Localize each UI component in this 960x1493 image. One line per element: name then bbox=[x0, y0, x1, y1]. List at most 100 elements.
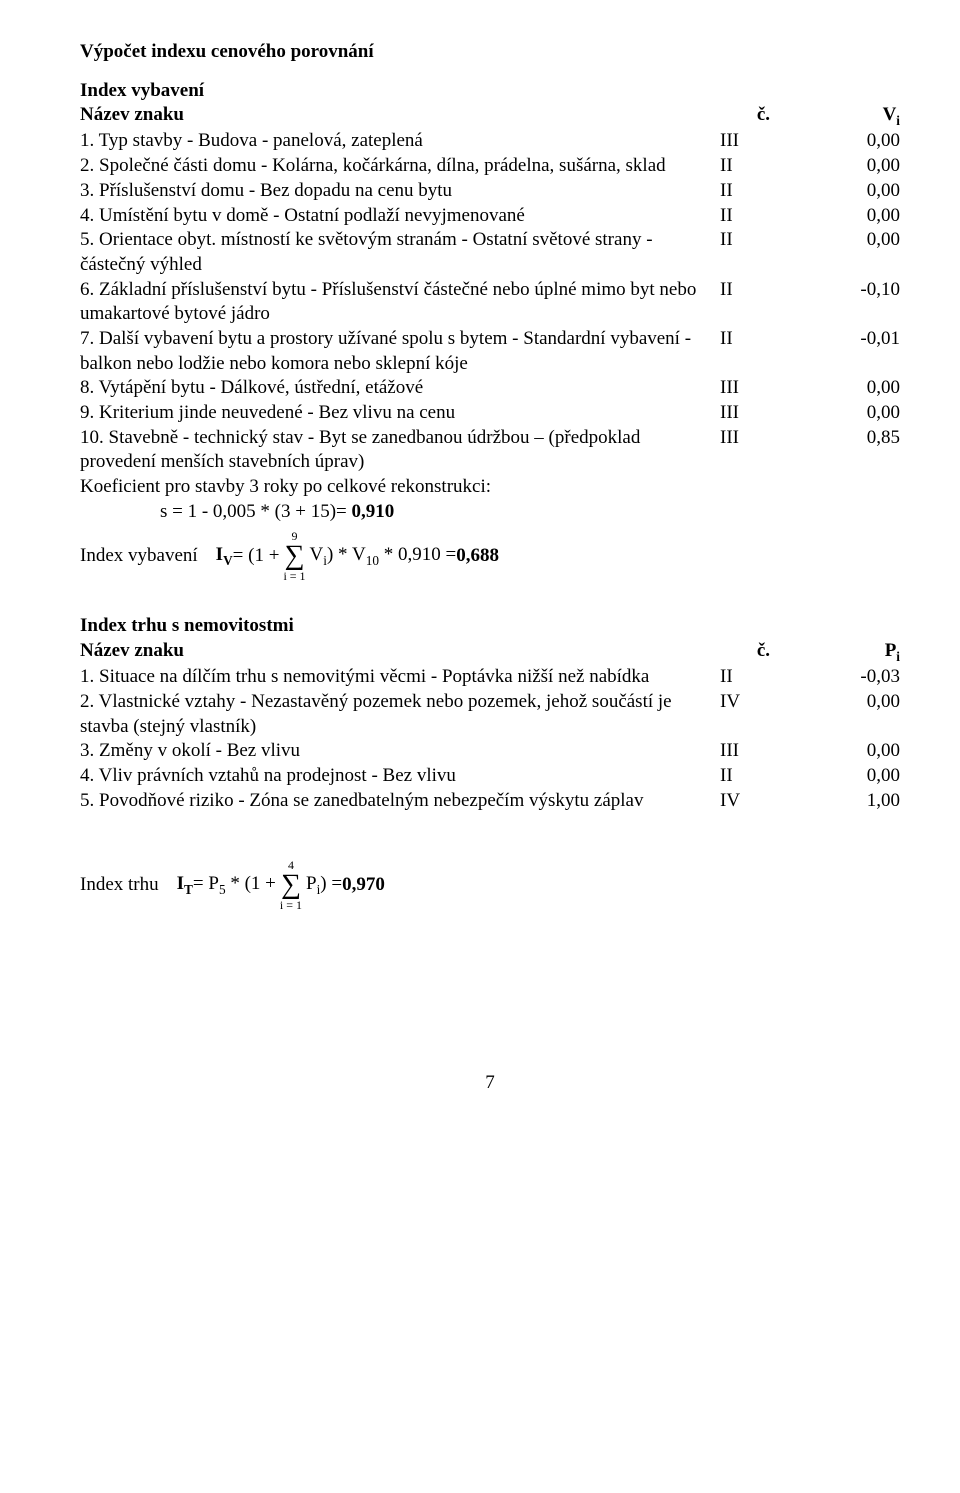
row-text: 4. Vliv právních vztahů na prodejnost - … bbox=[80, 764, 720, 789]
table-row: 7. Další vybavení bytu a prostory užívan… bbox=[80, 327, 900, 376]
sigma-1: 9 ∑ i = 1 bbox=[283, 530, 305, 582]
table-row: 9. Kriterium jinde neuvedené - Bez vlivu… bbox=[80, 401, 900, 426]
section2-heading: Index trhu s nemovitostmi bbox=[80, 614, 900, 639]
table-row: 2. Vlastnické vztahy - Nezastavěný pozem… bbox=[80, 690, 900, 739]
row-code: II bbox=[720, 665, 810, 690]
s-formula-line: s = 1 - 0,005 * (3 + 15)= 0,910 bbox=[80, 500, 900, 525]
header-v-label: V bbox=[883, 104, 897, 125]
row-code: III bbox=[720, 426, 810, 451]
it-mid2: * (1 + bbox=[226, 873, 276, 894]
row-code: II bbox=[720, 764, 810, 789]
row-code: III bbox=[720, 129, 810, 154]
row-value: -0,10 bbox=[810, 278, 900, 303]
row-value: 0,85 bbox=[810, 426, 900, 451]
row-code: II bbox=[720, 327, 810, 352]
row-value: 0,00 bbox=[810, 154, 900, 179]
page-number: 7 bbox=[80, 1071, 900, 1096]
row-text: 1. Typ stavby - Budova - panelová, zatep… bbox=[80, 129, 720, 154]
it-sub1: T bbox=[184, 882, 193, 897]
table-row: 1. Typ stavby - Budova - panelová, zatep… bbox=[80, 129, 900, 154]
row-text: 5. Povodňové riziko - Zóna se zanedbatel… bbox=[80, 789, 720, 814]
iv-vi: Vi) * V10 * 0,910 = bbox=[310, 543, 457, 569]
row-value: 0,00 bbox=[810, 129, 900, 154]
header2-v-label: P bbox=[885, 640, 897, 661]
it-mid1: = P bbox=[193, 873, 219, 894]
row-value: 1,00 bbox=[810, 789, 900, 814]
row-value: 0,00 bbox=[810, 376, 900, 401]
iv-pre: I bbox=[216, 544, 223, 565]
iv-sub3: 10 bbox=[366, 553, 379, 568]
row-text: 5. Orientace obyt. místností ke světovým… bbox=[80, 228, 720, 277]
it-mid4: ) = bbox=[320, 873, 342, 894]
table-row: 5. Povodňové riziko - Zóna se zanedbatel… bbox=[80, 789, 900, 814]
section2-rows: 1. Situace na dílčím trhu s nemovitými v… bbox=[80, 665, 900, 813]
row-code: II bbox=[720, 204, 810, 229]
row-value: -0,03 bbox=[810, 665, 900, 690]
s-formula-val: 0,910 bbox=[352, 501, 395, 522]
table-row: 5. Orientace obyt. místností ke světovým… bbox=[80, 228, 900, 277]
it-lead: Index trhu bbox=[80, 873, 159, 898]
row-text: 3. Změny v okolí - Bez vlivu bbox=[80, 739, 720, 764]
table-row: 4. Umístění bytu v domě - Ostatní podlaž… bbox=[80, 204, 900, 229]
row-value: -0,01 bbox=[810, 327, 900, 352]
sigma-2: 4 ∑ i = 1 bbox=[280, 859, 302, 911]
section1-rows: 1. Typ stavby - Budova - panelová, zatep… bbox=[80, 129, 900, 475]
header2-v-sub: i bbox=[896, 649, 900, 664]
row-value: 0,00 bbox=[810, 204, 900, 229]
it-p5: = P5 * (1 + bbox=[193, 872, 276, 898]
sigma2-symbol: ∑ bbox=[281, 871, 301, 899]
iv-result: 0,688 bbox=[456, 544, 499, 569]
col2-header-name: Název znaku bbox=[80, 639, 680, 664]
sigma2-bot: i = 1 bbox=[280, 899, 302, 911]
table-row: 1. Situace na dílčím trhu s nemovitými v… bbox=[80, 665, 900, 690]
row-text: 6. Základní příslušenství bytu - Přísluš… bbox=[80, 278, 720, 327]
row-text: 8. Vytápění bytu - Dálkové, ústřední, et… bbox=[80, 376, 720, 401]
col-header-name: Název znaku bbox=[80, 103, 680, 128]
it-pre: I bbox=[177, 873, 184, 894]
iv-mid1: = (1 + bbox=[233, 544, 280, 569]
row-value: 0,00 bbox=[810, 764, 900, 789]
row-code: II bbox=[720, 179, 810, 204]
it-symbol: IT bbox=[177, 872, 193, 898]
row-text: 7. Další vybavení bytu a prostory užívan… bbox=[80, 327, 720, 376]
col2-header-v: Pi bbox=[810, 639, 900, 665]
index-vybaveni-formula: Index vybavení IV = (1 + 9 ∑ i = 1 Vi) *… bbox=[80, 530, 900, 582]
col-header-v: Vi bbox=[810, 103, 900, 129]
table-row: 2. Společné části domu - Kolárna, kočárk… bbox=[80, 154, 900, 179]
table-row: 3. Příslušenství domu - Bez dopadu na ce… bbox=[80, 179, 900, 204]
row-text: 9. Kriterium jinde neuvedené - Bez vlivu… bbox=[80, 401, 720, 426]
sigma1-bot: i = 1 bbox=[283, 570, 305, 582]
row-code: III bbox=[720, 376, 810, 401]
row-text: 4. Umístění bytu v domě - Ostatní podlaž… bbox=[80, 204, 720, 229]
row-code: II bbox=[720, 154, 810, 179]
s-formula-pre: s = 1 - 0,005 * (3 + 15)= bbox=[160, 501, 352, 522]
row-code: II bbox=[720, 228, 810, 253]
row-code: III bbox=[720, 739, 810, 764]
table-row: 6. Základní příslušenství bytu - Přísluš… bbox=[80, 278, 900, 327]
row-code: IV bbox=[720, 789, 810, 814]
row-text: 3. Příslušenství domu - Bez dopadu na ce… bbox=[80, 179, 720, 204]
row-code: III bbox=[720, 401, 810, 426]
it-mid3: P bbox=[306, 873, 317, 894]
table-row: 10. Stavebně - technický stav - Byt se z… bbox=[80, 426, 900, 475]
row-code: II bbox=[720, 278, 810, 303]
section1-heading: Index vybavení bbox=[80, 79, 900, 104]
iv-sub1: V bbox=[223, 553, 233, 568]
section2-header-row: Název znaku č. Pi bbox=[80, 639, 900, 665]
iv-lead: Index vybavení bbox=[80, 544, 198, 569]
table-row: 3. Změny v okolí - Bez vlivuIII0,00 bbox=[80, 739, 900, 764]
col2-header-c: č. bbox=[680, 639, 810, 664]
row-value: 0,00 bbox=[810, 690, 900, 715]
row-text: 10. Stavebně - technický stav - Byt se z… bbox=[80, 426, 720, 475]
index-trhu-formula: Index trhu IT = P5 * (1 + 4 ∑ i = 1 Pi) … bbox=[80, 859, 900, 911]
row-value: 0,00 bbox=[810, 228, 900, 253]
row-value: 0,00 bbox=[810, 739, 900, 764]
sigma1-symbol: ∑ bbox=[285, 542, 305, 570]
coefficient-line: Koeficient pro stavby 3 roky po celkové … bbox=[80, 475, 900, 500]
row-value: 0,00 bbox=[810, 401, 900, 426]
it-sub2: 5 bbox=[219, 882, 226, 897]
iv-symbol: IV bbox=[216, 543, 233, 569]
page-title: Výpočet indexu cenového porovnání bbox=[80, 40, 900, 65]
section1-header-row: Název znaku č. Vi bbox=[80, 103, 900, 129]
row-code: IV bbox=[720, 690, 810, 715]
